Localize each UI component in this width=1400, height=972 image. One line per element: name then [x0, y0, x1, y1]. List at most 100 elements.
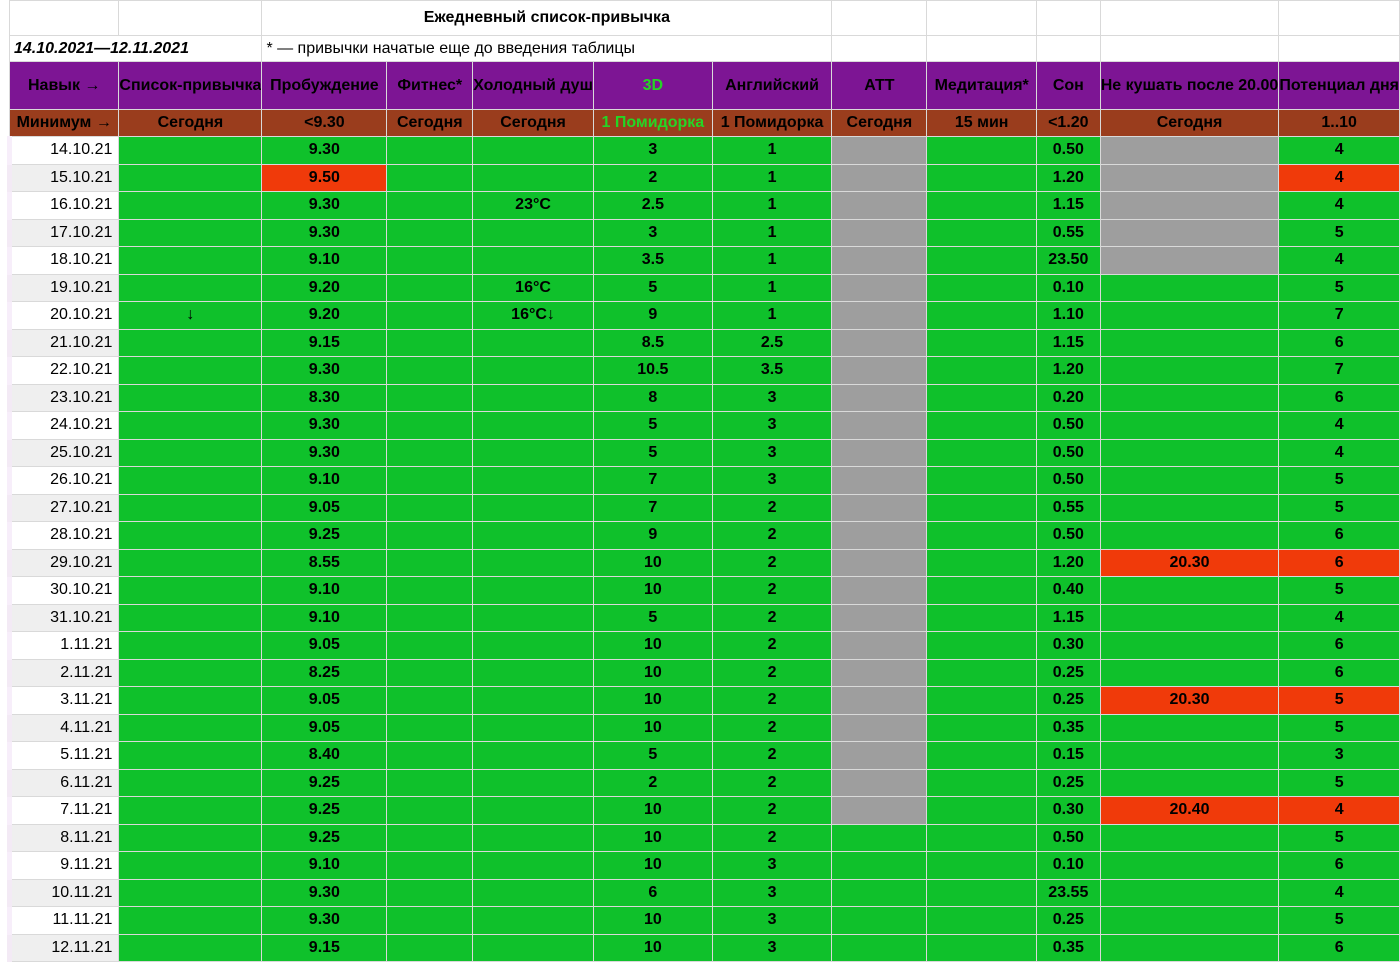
- habit-cell[interactable]: 9.10: [261, 603, 388, 632]
- habit-cell[interactable]: [831, 356, 928, 385]
- habit-cell[interactable]: 9.05: [261, 686, 388, 715]
- habit-cell[interactable]: 8.25: [261, 658, 388, 687]
- habit-cell[interactable]: 5: [1278, 493, 1400, 522]
- habit-cell[interactable]: [118, 603, 263, 632]
- habit-cell[interactable]: 2: [711, 686, 833, 715]
- habit-cell[interactable]: [118, 356, 263, 385]
- habit-cell[interactable]: 5: [1278, 576, 1400, 605]
- habit-cell[interactable]: [386, 163, 474, 192]
- column-header[interactable]: Не кушать после 20.00: [1099, 61, 1280, 110]
- date-cell[interactable]: 21.10.21: [6, 328, 120, 357]
- habit-cell[interactable]: 10: [592, 576, 713, 605]
- habit-cell[interactable]: 0.25: [1035, 686, 1101, 715]
- habit-cell[interactable]: [472, 741, 594, 770]
- minimum-cell[interactable]: Сегодня: [1099, 109, 1280, 137]
- habit-cell[interactable]: 0.30: [1035, 631, 1101, 660]
- habit-cell[interactable]: [1099, 191, 1280, 220]
- habit-cell[interactable]: [926, 851, 1037, 880]
- habit-cell[interactable]: ↓: [118, 301, 263, 330]
- habit-cell[interactable]: [118, 576, 263, 605]
- habit-cell[interactable]: 1: [711, 273, 833, 302]
- habit-cell[interactable]: 9.25: [261, 823, 388, 852]
- habit-cell[interactable]: [831, 713, 928, 742]
- habit-cell[interactable]: 9.30: [261, 878, 388, 907]
- habit-cell[interactable]: 5: [1278, 218, 1400, 247]
- column-header[interactable]: АТТ: [831, 61, 928, 110]
- column-header[interactable]: 3D: [592, 61, 713, 110]
- habit-cell[interactable]: 0.50: [1035, 411, 1101, 440]
- habit-cell[interactable]: 20.30: [1099, 686, 1280, 715]
- habit-cell[interactable]: [1099, 163, 1280, 192]
- habit-cell[interactable]: [926, 466, 1037, 495]
- habit-cell[interactable]: [926, 191, 1037, 220]
- habit-cell[interactable]: 10: [592, 658, 713, 687]
- habit-cell[interactable]: 1: [711, 191, 833, 220]
- habit-cell[interactable]: 0.50: [1035, 466, 1101, 495]
- date-cell[interactable]: 17.10.21: [6, 218, 120, 247]
- habit-cell[interactable]: 9.30: [261, 411, 388, 440]
- habit-cell[interactable]: [118, 328, 263, 357]
- habit-cell[interactable]: [926, 796, 1037, 825]
- date-cell[interactable]: 7.11.21: [6, 796, 120, 825]
- habit-cell[interactable]: [1099, 411, 1280, 440]
- habit-cell[interactable]: 23.55: [1035, 878, 1101, 907]
- habit-cell[interactable]: [1099, 301, 1280, 330]
- habit-cell[interactable]: [831, 273, 928, 302]
- minimum-cell[interactable]: Сегодня: [831, 109, 928, 137]
- column-header[interactable]: Медитация*: [926, 61, 1037, 110]
- habit-cell[interactable]: 6: [1278, 548, 1400, 577]
- empty-cell[interactable]: [926, 0, 1037, 36]
- habit-cell[interactable]: [472, 686, 594, 715]
- habit-cell[interactable]: [926, 933, 1037, 962]
- empty-cell[interactable]: [1035, 0, 1101, 36]
- habit-cell[interactable]: 6: [1278, 658, 1400, 687]
- habit-cell[interactable]: 3: [711, 466, 833, 495]
- habit-cell[interactable]: [926, 713, 1037, 742]
- habit-cell[interactable]: 6: [592, 878, 713, 907]
- date-cell[interactable]: 24.10.21: [6, 411, 120, 440]
- habit-cell[interactable]: 3: [711, 438, 833, 467]
- date-cell[interactable]: 9.11.21: [6, 851, 120, 880]
- habit-cell[interactable]: [831, 493, 928, 522]
- date-cell[interactable]: 31.10.21: [6, 603, 120, 632]
- date-cell[interactable]: 14.10.21: [6, 136, 120, 165]
- habit-cell[interactable]: 9.20: [261, 273, 388, 302]
- habit-cell[interactable]: 6: [1278, 328, 1400, 357]
- habit-cell[interactable]: 20.30: [1099, 548, 1280, 577]
- habit-cell[interactable]: [926, 438, 1037, 467]
- habit-cell[interactable]: 10: [592, 823, 713, 852]
- habit-cell[interactable]: [472, 603, 594, 632]
- habit-cell[interactable]: 9.30: [261, 438, 388, 467]
- habit-cell[interactable]: 6: [1278, 383, 1400, 412]
- habit-cell[interactable]: [926, 356, 1037, 385]
- column-header[interactable]: Пробуждение: [261, 61, 388, 110]
- habit-cell[interactable]: 1.15: [1035, 191, 1101, 220]
- habit-cell[interactable]: [472, 383, 594, 412]
- habit-cell[interactable]: [1099, 741, 1280, 770]
- habit-cell[interactable]: 0.50: [1035, 136, 1101, 165]
- habit-cell[interactable]: [118, 851, 263, 880]
- habit-cell[interactable]: 9.25: [261, 768, 388, 797]
- habit-cell[interactable]: [472, 631, 594, 660]
- habit-cell[interactable]: 16°C↓: [472, 301, 594, 330]
- habit-cell[interactable]: 7: [1278, 301, 1400, 330]
- date-cell[interactable]: 8.11.21: [6, 823, 120, 852]
- habit-cell[interactable]: [1099, 273, 1280, 302]
- habit-cell[interactable]: [831, 163, 928, 192]
- habit-cell[interactable]: 0.55: [1035, 218, 1101, 247]
- habit-cell[interactable]: 6: [1278, 521, 1400, 550]
- habit-cell[interactable]: 3: [1278, 741, 1400, 770]
- habit-cell[interactable]: 20.40: [1099, 796, 1280, 825]
- habit-cell[interactable]: 0.40: [1035, 576, 1101, 605]
- habit-cell[interactable]: 2: [711, 548, 833, 577]
- habit-cell[interactable]: [118, 713, 263, 742]
- habit-cell[interactable]: [831, 851, 928, 880]
- habit-cell[interactable]: 10: [592, 631, 713, 660]
- habit-cell[interactable]: 2: [711, 603, 833, 632]
- habit-cell[interactable]: 3: [592, 218, 713, 247]
- habit-cell[interactable]: [472, 466, 594, 495]
- empty-cell[interactable]: [1278, 35, 1400, 62]
- habit-cell[interactable]: 7: [592, 466, 713, 495]
- date-cell[interactable]: 12.11.21: [6, 933, 120, 962]
- habit-cell[interactable]: 5: [592, 603, 713, 632]
